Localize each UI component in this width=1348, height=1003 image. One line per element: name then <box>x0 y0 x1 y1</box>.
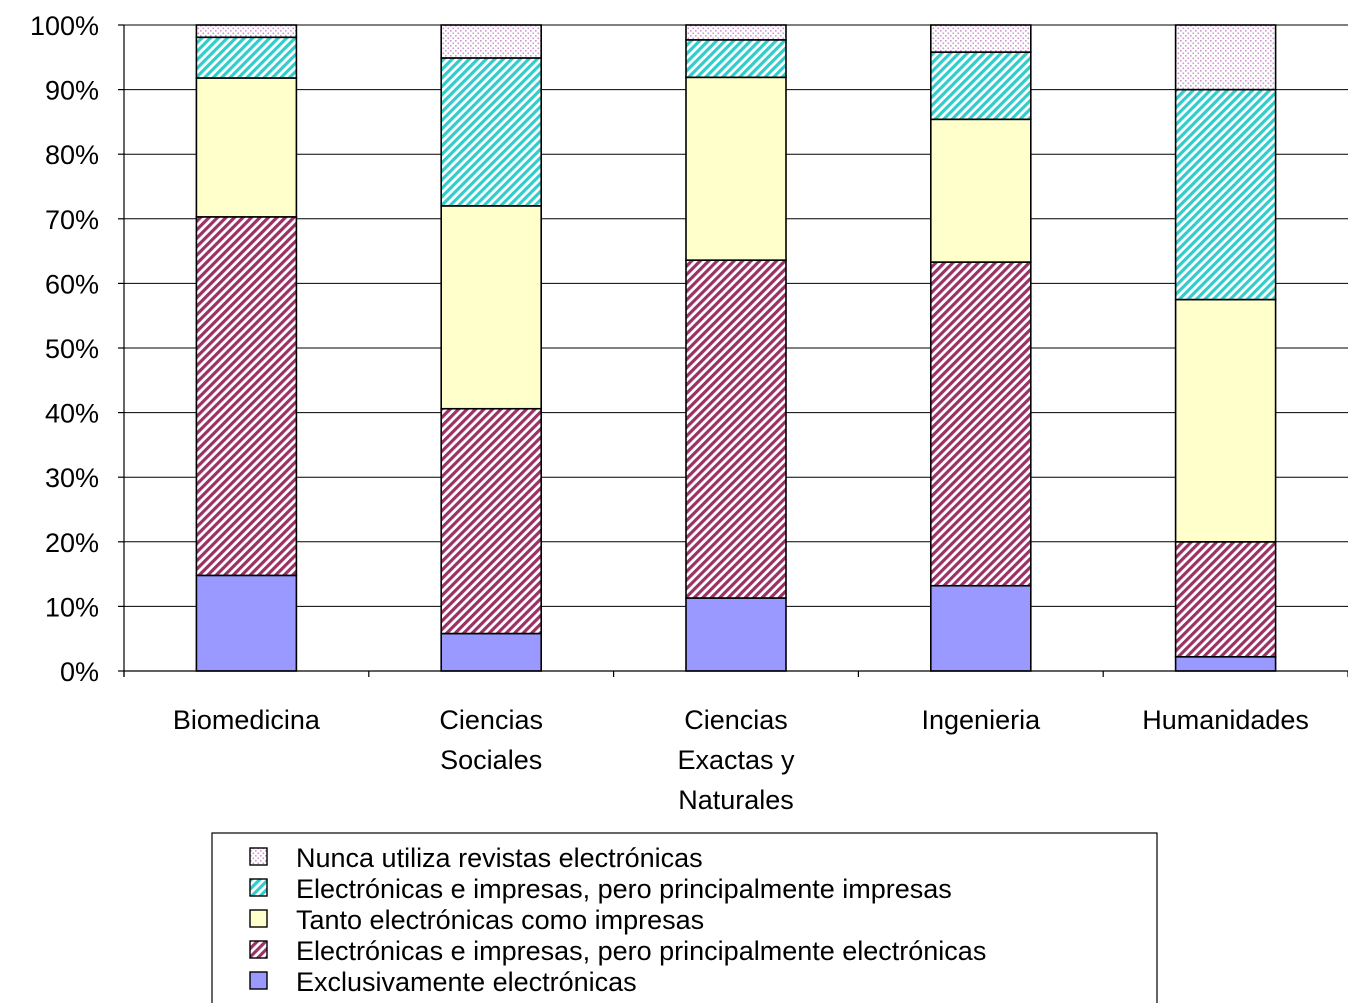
y-tick-label: 0% <box>60 657 99 687</box>
axes <box>118 24 1348 677</box>
bar-segment <box>929 261 1032 587</box>
legend-label: Electrónicas e impresas, pero principalm… <box>296 874 952 904</box>
bar-segment <box>929 118 1032 263</box>
bar-segment <box>195 36 298 79</box>
legend-swatch <box>249 878 268 897</box>
bar-segment <box>440 24 543 59</box>
y-tick-labels: 0% 10% 20% 30% 40% 50% 60% 70% 80% 90% 100% <box>30 11 99 687</box>
legend-box <box>211 832 1158 1003</box>
bar-segment <box>1174 88 1277 301</box>
bar-segment <box>929 51 1032 121</box>
legend: Nunca utiliza revistas electrónicasElect… <box>211 832 1158 1003</box>
x-category-label: Ciencias Exactas y Naturales <box>677 705 795 815</box>
x-category-label: Biomedicina <box>173 705 321 735</box>
bar-segment <box>1174 24 1277 91</box>
x-category-labels: Biomedicina Ciencias Sociales Ciencias Exact… <box>173 705 1309 815</box>
bar-segment <box>440 632 543 672</box>
bar-segment <box>929 584 1032 672</box>
y-tick-label: 70% <box>45 205 99 235</box>
bar-segment <box>195 24 298 39</box>
x-category-label: Ciencias Sociales <box>439 705 543 775</box>
y-tick-label: 60% <box>45 269 99 299</box>
bar-segment <box>685 39 787 79</box>
bar-segment <box>929 24 1032 53</box>
y-tick-label: 80% <box>45 140 99 170</box>
legend-label: Electrónicas e impresas, pero principalm… <box>296 936 986 966</box>
y-tick-label: 20% <box>45 528 99 558</box>
bar-segment <box>195 77 298 218</box>
legend-label: Tanto electrónicas como impresas <box>296 905 704 935</box>
bar-segment <box>1174 540 1277 658</box>
bar-segment <box>1174 298 1277 543</box>
bar-segment <box>685 76 787 261</box>
bar-segment <box>440 205 543 410</box>
legend-swatch <box>249 909 268 928</box>
x-category-label: Humanidades <box>1142 705 1309 735</box>
bar-segment <box>440 57 543 207</box>
legend-swatch <box>249 847 268 866</box>
y-tick-label: 100% <box>30 11 99 41</box>
bar-segment <box>685 259 787 599</box>
bar-segment <box>195 216 298 577</box>
bar-segment <box>1174 655 1277 672</box>
legend-swatch <box>249 940 268 959</box>
bar-segment <box>685 597 787 672</box>
y-tick-label: 90% <box>45 76 99 106</box>
legend-label: Exclusivamente electrónicas <box>296 967 637 997</box>
y-tick-label: 50% <box>45 334 99 364</box>
x-category-label: Ingenieria <box>922 705 1042 735</box>
legend-swatch <box>249 971 268 990</box>
y-tick-label: 30% <box>45 463 99 493</box>
bar-segment <box>195 574 298 672</box>
legend-label: Nunca utiliza revistas electrónicas <box>296 843 703 873</box>
bars <box>195 24 1277 672</box>
y-tick-label: 40% <box>45 399 99 429</box>
bar-segment <box>685 24 787 41</box>
y-tick-label: 10% <box>45 592 99 622</box>
bar-segment <box>440 407 543 635</box>
